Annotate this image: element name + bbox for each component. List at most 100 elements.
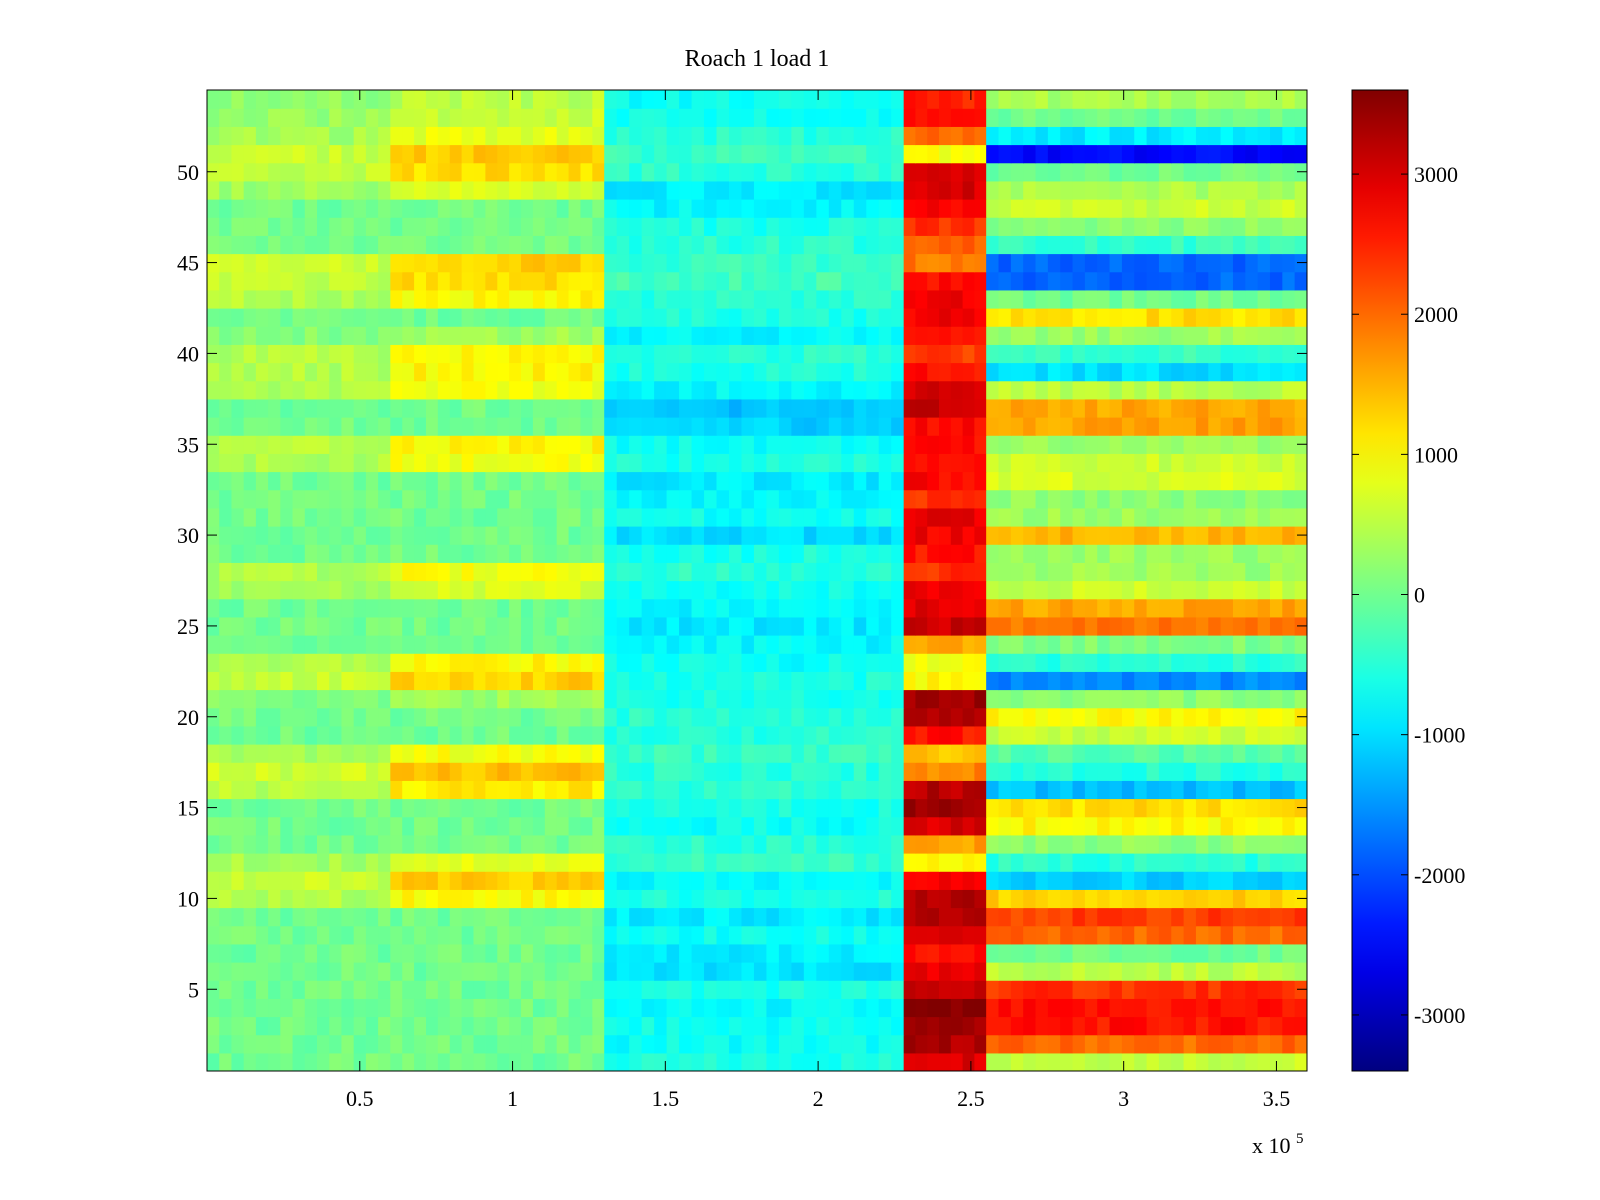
heatmap-cell (461, 635, 475, 654)
heatmap-cell (1220, 199, 1234, 218)
heatmap-cell (509, 925, 522, 945)
heatmap-cell (1294, 780, 1307, 800)
heatmap-cell (1146, 580, 1160, 600)
heatmap-cell (1232, 980, 1246, 999)
heatmap-cell (766, 853, 780, 872)
heatmap-cell (891, 798, 905, 818)
heatmap-cell (255, 235, 269, 255)
heatmap-cell (341, 199, 355, 218)
heatmap-cell (629, 180, 643, 200)
heatmap-cell (378, 998, 391, 1018)
heatmap-cell (616, 235, 630, 255)
heatmap-cell (654, 90, 668, 109)
heatmap-cell (231, 380, 245, 400)
heatmap-cell (866, 217, 880, 236)
heatmap-cell (497, 453, 510, 473)
heatmap-cell (1072, 235, 1086, 255)
heatmap-cell (679, 907, 693, 927)
heatmap-cell (915, 834, 928, 854)
heatmap-cell (509, 580, 522, 600)
heatmap-cell (1060, 834, 1074, 854)
heatmap-cell (604, 798, 618, 818)
heatmap-cell (803, 598, 817, 618)
heatmap-cell (866, 798, 880, 818)
heatmap-cell (1208, 544, 1222, 563)
heatmap-cell (1257, 526, 1271, 545)
heatmap-cell (816, 199, 830, 218)
heatmap-cell (1171, 344, 1185, 364)
heatmap-cell (268, 108, 281, 127)
heatmap-cell (691, 1016, 705, 1036)
heatmap-cell (986, 199, 1000, 218)
heatmap-cell (939, 980, 952, 999)
heatmap-cell (604, 326, 618, 345)
heatmap-cell (497, 853, 510, 872)
heatmap-cell (1146, 798, 1160, 818)
heatmap-cell (666, 144, 680, 164)
heatmap-cell (1121, 1034, 1135, 1054)
heatmap-cell (778, 180, 792, 200)
heatmap-cell (473, 235, 486, 255)
heatmap-cell (207, 489, 220, 509)
heatmap-cell (390, 943, 403, 963)
heatmap-cell (521, 707, 534, 727)
heatmap-cell (390, 180, 403, 200)
heatmap-cell (1183, 271, 1197, 291)
heatmap-cell (1047, 90, 1061, 109)
heatmap-cell (1232, 762, 1246, 781)
heatmap-cell (1208, 417, 1222, 436)
heatmap-cell (1010, 1016, 1024, 1036)
heatmap-cell (461, 653, 475, 672)
heatmap-cell (509, 1016, 522, 1036)
heatmap-cell (425, 907, 439, 927)
heatmap-cell (1047, 235, 1061, 255)
heatmap-cell (903, 598, 917, 618)
heatmap-cell (317, 998, 330, 1018)
heatmap-cell (728, 162, 743, 182)
heatmap-cell (414, 253, 427, 273)
heatmap-cell (1146, 526, 1160, 545)
heatmap-cell (317, 544, 330, 563)
heatmap-cell (828, 707, 842, 727)
heatmap-cell (461, 489, 475, 509)
heatmap-cell (1072, 780, 1086, 800)
heatmap-cell (841, 816, 855, 836)
heatmap-cell (1060, 1034, 1074, 1054)
heatmap-cell (691, 980, 705, 999)
heatmap-cell (1134, 943, 1148, 963)
heatmap-cell (231, 780, 245, 800)
heatmap-cell (449, 834, 463, 854)
heatmap-cell (891, 780, 905, 800)
heatmap-cell (341, 744, 355, 763)
heatmap-cell (1097, 816, 1111, 836)
heatmap-cell (1171, 289, 1185, 309)
heatmap-cell (1097, 289, 1111, 309)
heatmap-cell (509, 816, 522, 836)
heatmap-cell (425, 417, 439, 436)
heatmap-cell (473, 90, 486, 109)
heatmap-cell (878, 962, 892, 981)
heatmap-cell (365, 235, 379, 255)
heatmap-cell (998, 235, 1012, 255)
heatmap-cell (1294, 417, 1307, 436)
heatmap-cell (691, 998, 705, 1018)
heatmap-cell (1282, 707, 1296, 727)
heatmap-cell (280, 798, 294, 818)
heatmap-cell (1220, 398, 1234, 418)
heatmap-cell (461, 943, 475, 963)
heatmap-cell (927, 180, 940, 200)
heatmap-cell (915, 326, 928, 345)
heatmap-cell (365, 489, 379, 509)
heatmap-cell (666, 544, 680, 563)
heatmap-cell (1257, 398, 1271, 418)
heatmap-cell (753, 435, 768, 454)
heatmap-cell (1060, 725, 1074, 745)
heatmap-cell (280, 435, 294, 454)
heatmap-cell (390, 616, 403, 636)
heatmap-cell (939, 1052, 952, 1071)
heatmap-cell (1134, 689, 1148, 709)
heatmap-cell (704, 998, 718, 1018)
heatmap-cell (778, 544, 792, 563)
